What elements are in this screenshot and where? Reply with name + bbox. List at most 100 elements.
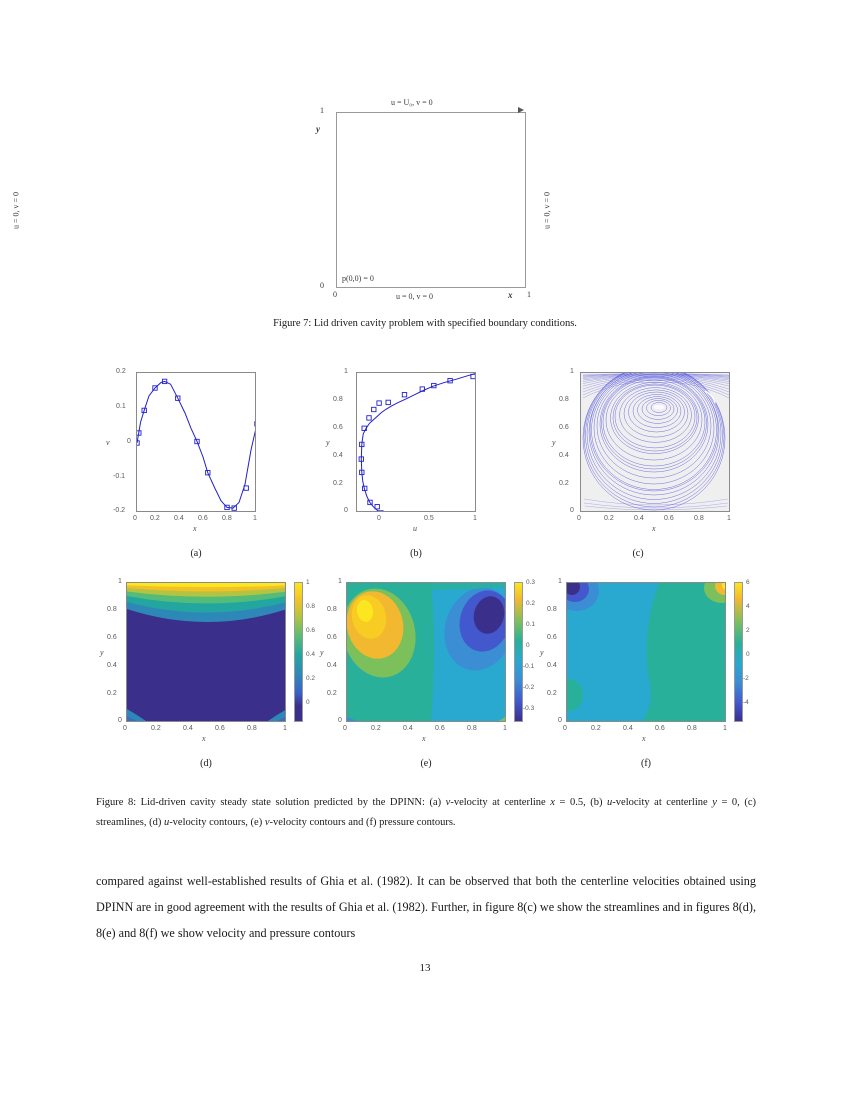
fig8-caption-seg-2: -velocity at centerline [450, 797, 551, 808]
panel-d-ytick-2: 0.4 [107, 662, 117, 669]
panel-f-ylabel: y [540, 648, 544, 657]
panel-c-ylabel: y [552, 438, 556, 447]
panel-d-colorbar [294, 582, 303, 722]
panel-e-cbtick-1: 0.2 [526, 600, 536, 607]
panel-b-ytick-3: 0.6 [333, 424, 343, 431]
panel-a-ylabel: v [106, 438, 110, 447]
panel-e-xtick-0: 0 [343, 725, 347, 732]
right-boundary-condition: u = 0, v = 0 [542, 191, 552, 230]
panel-d-cbtick-4: 0.8 [306, 603, 316, 610]
panel-e-cbtick-4: -0.1 [523, 663, 535, 670]
panel-e-xtick-2: 0.4 [403, 725, 413, 732]
panel-a-xlabel: x [193, 524, 197, 533]
panel-e-cbtick-2: 0.1 [526, 621, 536, 628]
panel-e-contour-svg [347, 583, 505, 721]
panel-f-axes [566, 582, 726, 722]
left-boundary-condition: u = 0, v = 0 [11, 191, 21, 230]
panel-a-xtick-4: 0.8 [222, 515, 232, 522]
panel-f-ytick-4: 0.8 [547, 606, 557, 613]
fig8-caption-x: x [550, 797, 555, 808]
panel-label-a: (a) [190, 548, 202, 559]
panel-c-ytick-5: 1 [570, 368, 574, 375]
panel-a-ytick-0: 0.2 [116, 368, 126, 375]
panel-f-cbtick-1: 4 [746, 603, 750, 610]
panel-e-cbtick-3: 0 [526, 642, 530, 649]
panel-a-axes [136, 372, 256, 512]
panel-label-b: (b) [410, 548, 422, 559]
body-paragraph: compared against well-established result… [96, 874, 756, 941]
bottom-boundary-condition: u = 0, v = 0 [396, 292, 434, 301]
panel-b-ytick-2: 0.4 [333, 452, 343, 459]
fig8-caption-seg-4: -velocity at centerline [612, 797, 713, 808]
panel-e-ytick-5: 1 [338, 578, 342, 585]
panel-d-xlabel: x [202, 734, 206, 743]
panel-e-cbtick-5: -0.2 [523, 684, 535, 691]
panel-d-xtick-3: 0.6 [215, 725, 225, 732]
panel-a-ytick-3: -0.1 [113, 473, 126, 480]
panel-e-ytick-1: 0.2 [327, 690, 337, 697]
panel-e-ytick-4: 0.8 [327, 606, 337, 613]
panel-c-xtick-5: 1 [727, 515, 731, 522]
panel-a-xtick-0: 0 [133, 515, 137, 522]
panel-c-xtick-1: 0.2 [604, 515, 614, 522]
panel-label-e: (e) [420, 758, 432, 769]
panel-b-xlabel: u [413, 524, 417, 533]
panel-d-cbtick-1: 0.2 [306, 675, 316, 682]
fig8-caption-seg-6: -velocity contours, (e) [169, 817, 265, 829]
panel-b-ylabel: y [326, 438, 330, 447]
panel-e-cbtick-0: 0.3 [526, 579, 536, 586]
figure-7: u = U₀, v = 0 u = 0, v = 0 u = 0, v = 0 … [0, 88, 850, 313]
fig8-caption-seg-5: = 0, (c) streamlines, (d) [96, 797, 756, 829]
panel-e-xlabel: x [422, 734, 426, 743]
fig8-caption-v-2: v [264, 817, 270, 829]
panel-d-cbtick-3: 0.6 [306, 627, 316, 634]
fig8-caption-v-1: v [445, 797, 451, 808]
panel-d-ytick-3: 0.6 [107, 634, 117, 641]
panel-b-xtick-1: 0.5 [424, 515, 434, 522]
panel-f-cbtick-2: 2 [746, 627, 750, 634]
fig7-y-axis-label: y [316, 124, 320, 134]
panel-d-cbtick-0: 0 [306, 699, 310, 706]
panel-c-ytick-0: 0 [570, 507, 574, 514]
fig7-y-tick-1: 1 [320, 106, 324, 115]
panel-d-axes [126, 582, 286, 722]
panel-a-xtick-2: 0.4 [174, 515, 184, 522]
panel-a-xtick-3: 0.6 [198, 515, 208, 522]
lid-direction-arrow-icon [518, 107, 524, 113]
panel-f-contour-svg [567, 583, 725, 721]
panel-b-svg [358, 373, 475, 511]
fig8-caption-seg-3: = 0.5, (b) [554, 797, 608, 808]
panel-c-axes [580, 372, 730, 512]
panel-d-xtick-0: 0 [123, 725, 127, 732]
page-number: 13 [419, 962, 431, 974]
panel-a-ytick-4: -0.2 [113, 507, 126, 514]
panel-a-svg [137, 378, 255, 511]
panel-a-ytick-2: 0 [127, 438, 131, 445]
panel-f-xtick-1: 0.2 [591, 725, 601, 732]
panel-d-ytick-4: 0.8 [107, 606, 117, 613]
panel-b-ytick-0: 0 [344, 507, 348, 514]
panel-f-xtick-2: 0.4 [623, 725, 633, 732]
panel-c-xtick-4: 0.8 [694, 515, 704, 522]
panel-f-ytick-0: 0 [558, 717, 562, 724]
panel-f-cbtick-4: -2 [743, 675, 749, 682]
panel-d-ylabel: y [100, 648, 104, 657]
panel-d-xtick-5: 1 [283, 725, 287, 732]
panel-f-cbtick-3: 0 [746, 651, 750, 658]
panel-c-xlabel: x [652, 524, 656, 533]
panel-d-ytick-1: 0.2 [107, 690, 117, 697]
panel-a-ytick-1: 0.1 [116, 403, 126, 410]
panel-f-ytick-1: 0.2 [547, 690, 557, 697]
fig8-caption-seg-7: -velocity contours and (f) pressure cont… [269, 817, 456, 829]
panel-d-ytick-0: 0 [118, 717, 122, 724]
panel-c-ytick-3: 0.6 [559, 424, 569, 431]
pressure-boundary-condition: p(0,0) = 0 [342, 274, 374, 283]
fig7-x-axis-label: x [508, 290, 513, 300]
panel-c-streamlines-svg [582, 373, 729, 511]
panel-f-xtick-4: 0.8 [687, 725, 697, 732]
panel-c-ytick-1: 0.2 [559, 480, 569, 487]
panel-label-c: (c) [632, 548, 644, 559]
panel-e-ytick-3: 0.6 [327, 634, 337, 641]
panel-b-axes [356, 372, 476, 512]
top-boundary-condition: u = U₀, v = 0 [391, 98, 433, 107]
